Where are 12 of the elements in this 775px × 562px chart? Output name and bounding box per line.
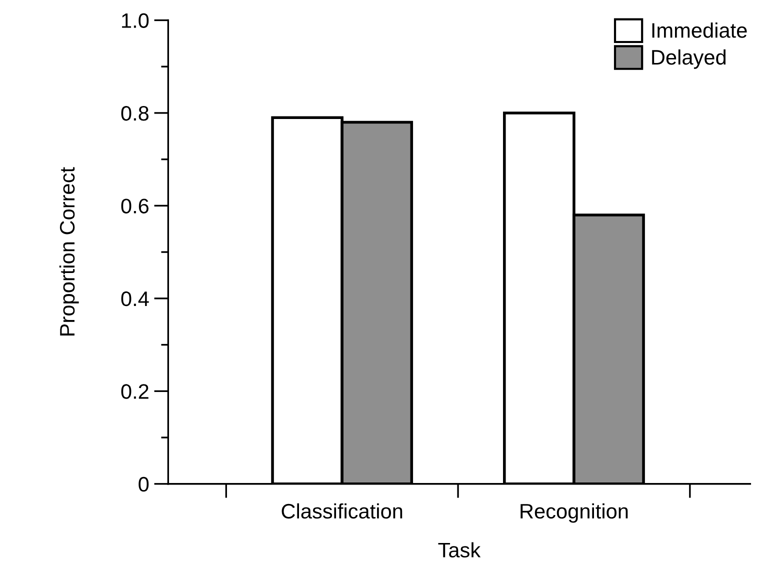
legend-label: Immediate (652, 22, 747, 38)
y-axis-title: Proportion Correct (59, 167, 79, 336)
y-tick-label: 0 (138, 476, 149, 492)
y-tick-label: 0.6 (121, 198, 149, 214)
y-tick-label: 1.0 (122, 13, 149, 28)
y-tick-label: 0.8 (121, 106, 149, 121)
x-tick-label: Recognition (520, 503, 628, 523)
y-tick-label: 0.2 (121, 384, 148, 399)
x-tick-label: Classification (282, 503, 402, 519)
y-tick-label: 0.4 (121, 291, 149, 306)
legend-label: Delayed (652, 49, 726, 69)
x-axis-title: Task (438, 542, 481, 558)
